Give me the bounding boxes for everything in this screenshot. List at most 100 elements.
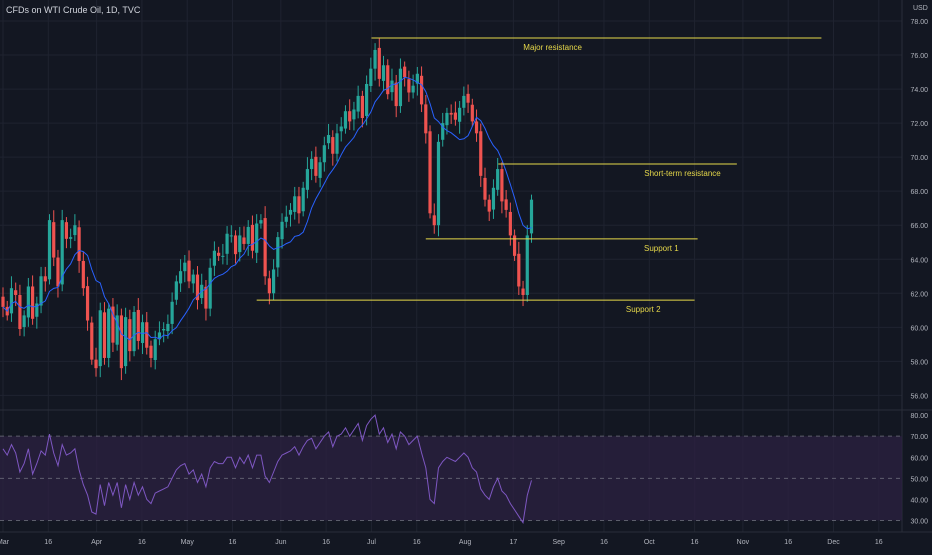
candle-body — [145, 322, 149, 348]
candle — [331, 130, 335, 166]
candle — [458, 100, 462, 134]
candle — [512, 229, 517, 261]
candle — [178, 259, 183, 292]
candle-body — [191, 274, 195, 284]
candle-body — [458, 107, 462, 122]
rsi-tick-label: 30.00 — [910, 518, 928, 525]
candle — [43, 266, 47, 292]
candle — [301, 181, 305, 217]
candle — [208, 258, 212, 317]
candle-body — [229, 235, 233, 237]
candle-body — [326, 135, 331, 144]
candle-body — [322, 145, 326, 163]
candle — [233, 230, 238, 264]
candle-body — [212, 250, 216, 266]
candle-body — [166, 323, 170, 332]
candle-body — [157, 332, 162, 340]
annotation-label: Support 1 — [644, 244, 679, 253]
candle-body — [360, 95, 364, 119]
candle-body — [238, 235, 242, 253]
candle — [250, 215, 255, 259]
candle — [479, 123, 483, 187]
candle-body — [428, 131, 432, 214]
candle-body — [310, 158, 314, 170]
annotation-label: Short-term resistance — [644, 169, 721, 178]
candle-body — [35, 303, 39, 317]
annotation-label: Major resistance — [523, 43, 582, 52]
time-tick-label: Apr — [91, 539, 103, 546]
candle-body — [419, 75, 424, 105]
candle-body — [195, 274, 200, 301]
candle-body — [140, 322, 145, 343]
candle — [221, 243, 225, 265]
candle — [419, 66, 424, 113]
candle-body — [119, 315, 123, 369]
candle-body — [403, 66, 407, 78]
price-tick-label: 64.00 — [910, 257, 928, 264]
candle-body — [280, 221, 284, 240]
candle — [415, 66, 419, 96]
candle-body — [132, 312, 136, 352]
chart-title: CFDs on WTI Crude Oil, 1D, TVC — [6, 5, 141, 15]
candle — [35, 296, 39, 329]
candle-body — [14, 290, 18, 295]
candle — [242, 226, 246, 250]
candle — [525, 225, 529, 302]
candle-body — [170, 301, 174, 324]
candle-body — [136, 309, 140, 341]
rsi-tick-label: 80.00 — [910, 413, 928, 420]
candle — [517, 241, 521, 295]
candle — [449, 104, 453, 124]
candle-body — [178, 271, 183, 284]
candle — [30, 275, 35, 325]
candle — [373, 43, 377, 81]
candle-body — [1, 296, 5, 307]
candle-body — [441, 123, 445, 140]
candle — [153, 330, 157, 370]
candle — [428, 125, 432, 219]
candle-body — [525, 235, 529, 295]
candle — [394, 74, 398, 118]
candle — [229, 225, 233, 243]
candle — [98, 302, 102, 378]
candle — [407, 70, 411, 102]
candle — [474, 109, 479, 142]
candle-body — [394, 82, 398, 107]
candle-body — [462, 95, 466, 108]
candle-body — [90, 322, 94, 360]
candle-body — [267, 278, 271, 294]
time-tick-label: 16 — [138, 539, 146, 546]
candle — [504, 189, 508, 218]
time-tick-label: May — [181, 539, 195, 546]
candle — [132, 306, 136, 357]
candle — [187, 250, 191, 289]
candle — [271, 259, 276, 301]
candle — [39, 266, 43, 314]
candle — [217, 246, 221, 261]
moving-average-line — [2, 76, 532, 341]
candle-body — [474, 121, 479, 134]
candle-body — [60, 220, 64, 285]
candle-body — [255, 223, 259, 253]
candle-body — [56, 257, 60, 287]
candle — [124, 307, 128, 374]
candle-body — [64, 222, 69, 239]
candle — [183, 254, 187, 283]
candle-body — [504, 199, 508, 210]
candle-body — [124, 317, 128, 367]
candle-body — [343, 111, 348, 129]
candle-body — [284, 216, 288, 222]
candle — [500, 162, 504, 214]
candle — [411, 74, 415, 99]
candle — [288, 203, 293, 227]
candle — [470, 98, 474, 127]
candle-body — [487, 199, 491, 212]
candle — [136, 298, 140, 350]
price-tick-label: 72.00 — [910, 121, 928, 128]
candle — [276, 232, 280, 277]
candle-body — [470, 104, 474, 122]
candle-body — [415, 73, 419, 84]
price-tick-label: 74.00 — [910, 87, 928, 94]
annotation-label: Support 2 — [626, 305, 661, 314]
